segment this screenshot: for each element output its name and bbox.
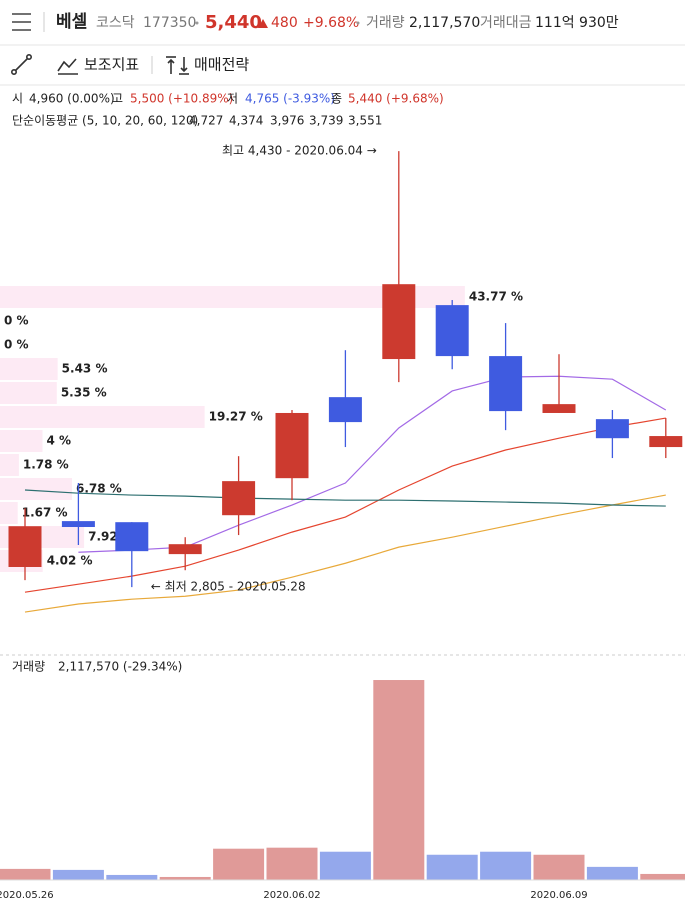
ma-line: [24, 494, 666, 613]
x-tick-label: 2020.06.02: [263, 890, 320, 901]
volume-bar: [266, 847, 318, 880]
profile-label: 4 %: [46, 434, 71, 448]
low: 4,765 (-3.93%): [245, 92, 335, 106]
profile-label: 0 %: [4, 338, 29, 352]
candle-body: [595, 419, 629, 439]
ma-value: 3,551: [348, 114, 382, 128]
profile-bar: [0, 478, 73, 500]
open-label: 시: [12, 92, 23, 106]
volume-subtitle: 2,117,570 (-29.34%): [58, 660, 182, 674]
candle-body: [649, 436, 683, 448]
open: 4,960 (0.00%): [29, 92, 115, 106]
candle-body: [275, 412, 309, 479]
code: 177350: [143, 15, 196, 31]
candle-body: [435, 305, 469, 357]
ma-value: 3,739: [309, 114, 343, 128]
ma-label: 단순이동평균 (5, 10, 20, 60, 120): [12, 114, 198, 128]
volume-bar: [159, 876, 211, 880]
volume-bar: [640, 873, 685, 880]
profile-bar: [0, 382, 57, 404]
volume-bar: [319, 851, 371, 880]
amount: 111억 930만: [535, 15, 619, 31]
max-annotation: 최고 4,430 - 2020.06.04 →: [222, 144, 377, 158]
ma-value: 3,976: [270, 114, 304, 128]
volume-bar: [533, 854, 585, 880]
profile-label: 0 %: [4, 314, 29, 328]
amount-label: 거래대금: [480, 15, 532, 31]
candle-body: [382, 284, 416, 360]
profile-bar: [0, 406, 205, 428]
stock-name: 베셀: [56, 12, 87, 32]
profile-label: 19.27 %: [209, 410, 263, 424]
profile-bar: [0, 502, 18, 524]
candle-body: [115, 522, 149, 552]
volume-label: 거래량: [366, 15, 405, 31]
ma-line: [78, 375, 667, 553]
close: 5,440 (+9.68%): [348, 92, 444, 106]
draw-tool[interactable]: [11, 53, 32, 76]
profile-label: 5.35 %: [61, 386, 107, 400]
x-tick-label: 2020.06.09: [530, 890, 587, 901]
profile-bar: [0, 430, 43, 452]
profile-label: 1.78 %: [23, 458, 69, 472]
candle-body: [222, 481, 256, 516]
volume-bar: [586, 866, 638, 880]
profile-label: 6.78 %: [76, 482, 122, 496]
menu-icon[interactable]: [12, 13, 31, 31]
price: 5,440: [205, 12, 262, 33]
up-arrow: [258, 19, 268, 28]
ma-value: 4,374: [229, 114, 263, 128]
high: 5,500 (+10.89%): [130, 92, 233, 106]
candle-body: [489, 356, 523, 412]
candle-body: [328, 397, 362, 423]
profile-label: 4.02 %: [47, 554, 93, 568]
candle-body: [542, 404, 576, 413]
volume-bar: [0, 868, 51, 880]
volume-bar: [106, 874, 158, 880]
price-chart: 최고 4,430 - 2020.06.04 → ← 최저 2,805 - 2020…: [8, 144, 683, 613]
low-label: 저: [227, 92, 238, 106]
change: 480: [271, 15, 298, 31]
strategy-icon[interactable]: [166, 56, 189, 75]
profile-bar: [0, 454, 19, 476]
high-label: 고: [112, 92, 123, 106]
indicator-icon[interactable]: [57, 58, 78, 75]
change-pct: +9.68%: [303, 15, 359, 31]
candle-body: [61, 521, 95, 528]
min-annotation: ← 최저 2,805 - 2020.05.28: [151, 580, 306, 594]
volume: 2,117,570: [409, 15, 480, 31]
candle-body: [168, 544, 202, 555]
close-label: 종: [331, 92, 342, 106]
profile-bar: [0, 286, 465, 308]
strategy-button[interactable]: 매매전략: [194, 56, 249, 74]
volume-bar: [52, 869, 104, 880]
volume-chart: 거래량 2,117,570 (-29.34%): [0, 660, 685, 880]
dot: [356, 21, 360, 25]
ma-line: [24, 489, 666, 507]
volume-bar: [213, 848, 265, 880]
volume-bar: [373, 680, 425, 880]
ma-legend: 4,727 4,374 3,976 3,739 3,551: [189, 114, 382, 128]
profile-bar: [0, 358, 58, 380]
profile-label: 43.77 %: [469, 290, 523, 304]
dot: [195, 21, 199, 25]
ma-value: 4,727: [189, 114, 223, 128]
indicator-button[interactable]: 보조지표: [84, 56, 139, 74]
profile-label: 5.43 %: [62, 362, 108, 376]
volume-title: 거래량: [12, 660, 45, 674]
volume-bar: [426, 854, 478, 880]
volume-bar: [480, 851, 532, 880]
candle-body: [8, 526, 42, 567]
profile-label: 1.67 %: [22, 506, 68, 520]
market: 코스닥: [96, 15, 135, 31]
x-tick-label: 2020.05.26: [0, 890, 54, 901]
